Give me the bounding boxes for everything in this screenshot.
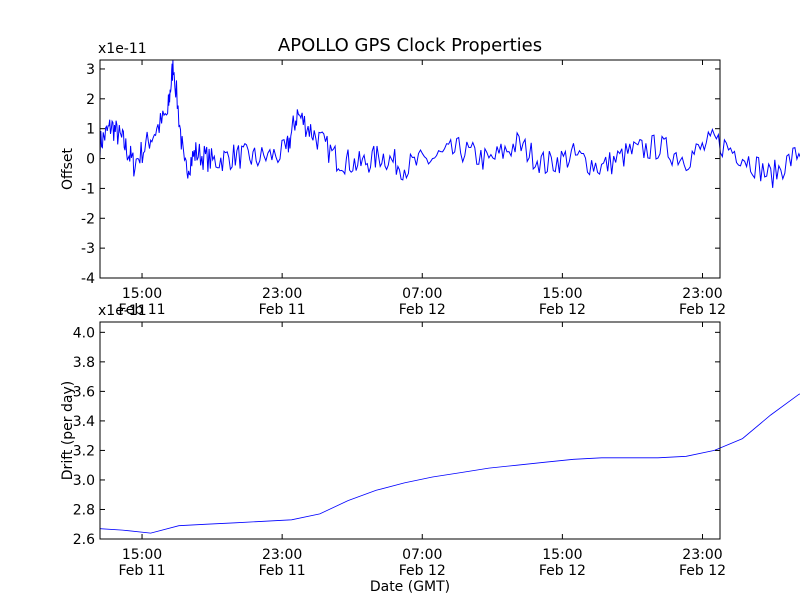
drift-x-tick-date: Feb 12 (539, 563, 586, 579)
x-axis-label: Date (GMT) (370, 579, 450, 595)
drift-y-tick-label: 3.8 (73, 355, 95, 371)
offset-x-tick-date: Feb 11 (259, 302, 306, 318)
offset-y-tick-label: 2 (86, 92, 95, 108)
offset-y-tick-label: -1 (81, 181, 95, 197)
drift-x-tick-date: Feb 12 (399, 563, 446, 579)
drift-y-axis-label: Drift (per day) (60, 381, 76, 480)
drift-y-tick-label: 4.0 (73, 325, 95, 341)
offset-x-tick-time: 07:00 (402, 286, 442, 302)
drift-y-tick-label: 3.2 (73, 443, 95, 459)
offset-series-line (99, 59, 800, 188)
drift-x-tick-date: Feb 11 (259, 563, 306, 579)
drift-y-tick-label: 3.0 (73, 473, 95, 489)
offset-y-multiplier: x1e-11 (98, 41, 147, 57)
drift-x-tick-date: Feb 12 (679, 563, 726, 579)
drift-x-tick-date: Feb 11 (119, 563, 166, 579)
offset-y-tick-label: 3 (86, 62, 95, 78)
offset-x-tick-time: 23:00 (262, 286, 302, 302)
drift-x-tick-time: 15:00 (122, 547, 162, 563)
offset-y-tick-label: 0 (86, 152, 95, 168)
offset-x-tick-date: Feb 11 (119, 302, 166, 318)
offset-y-tick-label: 1 (86, 122, 95, 138)
offset-x-tick-time: 15:00 (122, 286, 162, 302)
drift-series-line (99, 393, 800, 534)
offset-y-axis-label: Offset (60, 147, 76, 190)
drift-y-multiplier: x1e-11 (98, 303, 147, 319)
drift-x-tick-time: 07:00 (402, 547, 442, 563)
drift-axes-frame (99, 321, 721, 540)
drift-x-tick-time: 15:00 (542, 547, 582, 563)
offset-x-tick-time: 15:00 (542, 286, 582, 302)
offset-y-tick-label: -2 (81, 211, 95, 227)
drift-x-tick-time: 23:00 (682, 547, 722, 563)
offset-x-tick-date: Feb 12 (679, 302, 726, 318)
offset-y-tick-label: -3 (81, 241, 95, 257)
drift-y-tick-label: 3.4 (73, 414, 95, 430)
offset-x-tick-date: Feb 12 (539, 302, 586, 318)
offset-x-tick-date: Feb 12 (399, 302, 446, 318)
drift-y-tick-label: 2.8 (73, 502, 95, 518)
drift-y-tick-label: 2.6 (73, 532, 95, 548)
drift-y-tick-label: 3.6 (73, 384, 95, 400)
offset-x-tick-time: 23:00 (682, 286, 722, 302)
chart-title: APOLLO GPS Clock Properties (278, 35, 542, 56)
drift-x-tick-time: 23:00 (262, 547, 302, 563)
offset-y-tick-label: -4 (81, 271, 95, 287)
offset-axes-frame (99, 59, 721, 279)
